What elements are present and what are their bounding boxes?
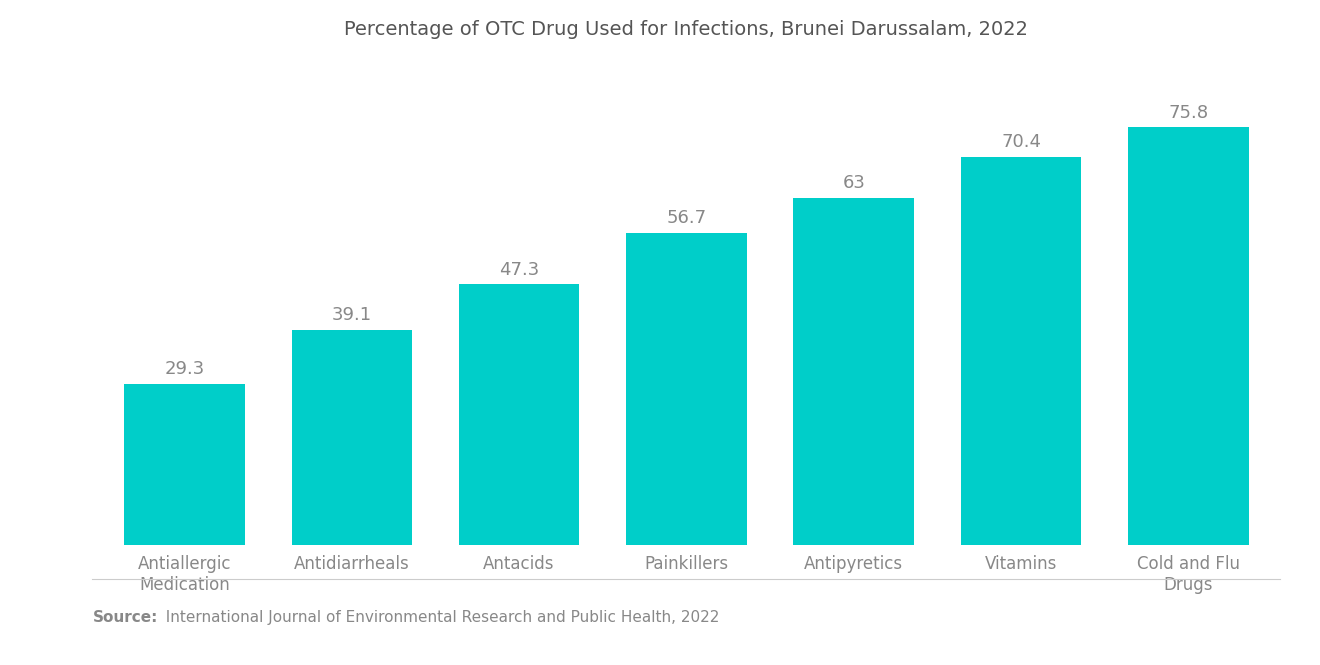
Text: Source:: Source: xyxy=(92,610,158,625)
Text: 29.3: 29.3 xyxy=(164,360,205,378)
Bar xyxy=(626,233,747,545)
Text: International Journal of Environmental Research and Public Health, 2022: International Journal of Environmental R… xyxy=(156,610,719,625)
Text: 63: 63 xyxy=(842,174,865,192)
Text: 47.3: 47.3 xyxy=(499,261,539,279)
Bar xyxy=(292,330,412,545)
Bar xyxy=(961,157,1081,545)
Bar xyxy=(124,384,244,545)
Bar xyxy=(459,285,579,545)
Bar xyxy=(1129,127,1249,545)
Text: 75.8: 75.8 xyxy=(1168,104,1208,122)
Title: Percentage of OTC Drug Used for Infections, Brunei Darussalam, 2022: Percentage of OTC Drug Used for Infectio… xyxy=(345,20,1028,39)
Bar xyxy=(793,198,913,545)
Text: 56.7: 56.7 xyxy=(667,209,706,227)
Text: 70.4: 70.4 xyxy=(1001,134,1041,152)
Text: 39.1: 39.1 xyxy=(331,306,372,324)
